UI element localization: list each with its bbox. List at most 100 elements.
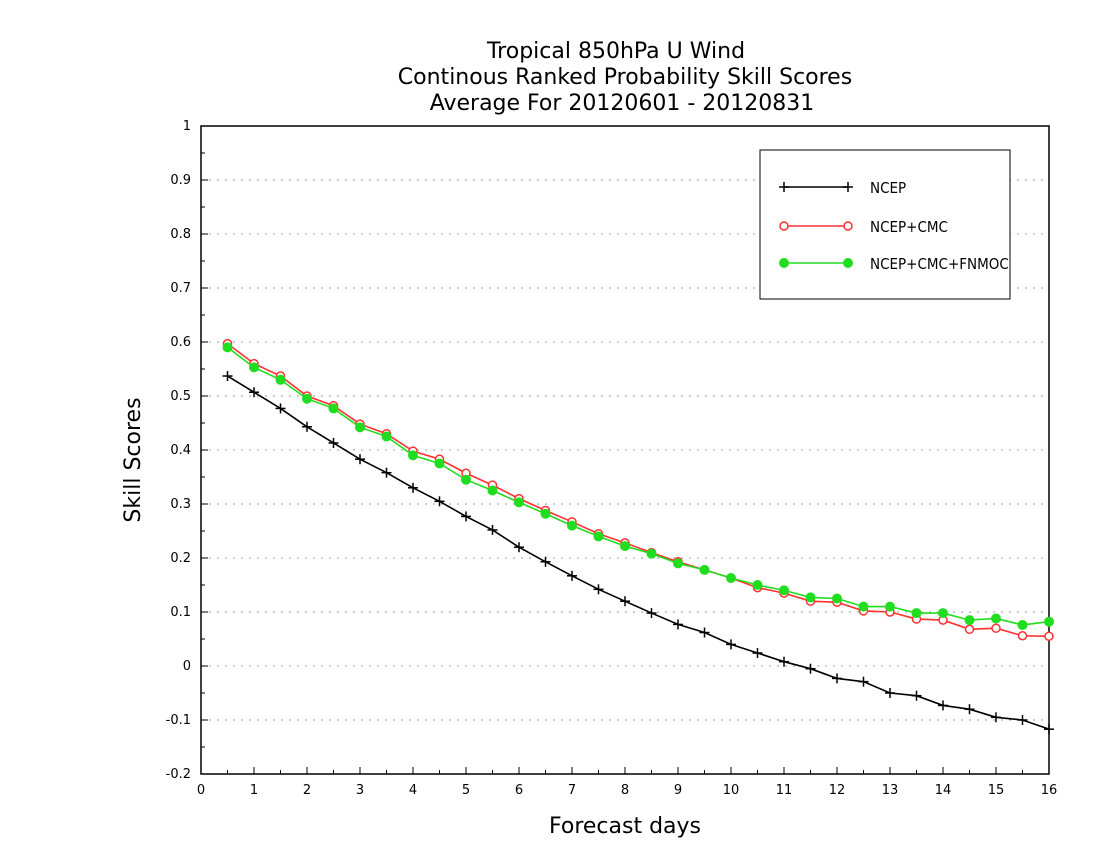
data-point-ncep <box>726 639 736 650</box>
data-point-ncep-cmc-fnmoc <box>381 431 392 442</box>
series-line-ncep-cmc <box>227 342 1050 638</box>
data-point-ncep <box>540 556 551 567</box>
data-point-ncep-cmc-fnmoc <box>673 558 683 569</box>
data-point-ncep-cmc-fnmoc <box>726 572 736 583</box>
chart-title-line-2: Continous Ranked Probability Skill Score… <box>398 65 852 90</box>
data-point-ncep-cmc-fnmoc <box>408 450 418 461</box>
data-point-ncep <box>567 570 577 581</box>
x-tick-label: 3 <box>356 783 364 798</box>
data-point-ncep <box>1017 715 1028 725</box>
x-tick-label: 8 <box>621 783 629 798</box>
data-point-ncep <box>938 700 948 711</box>
legend-item-ncep-cmc: NCEP+CMC <box>779 218 948 236</box>
data-point-ncep-cmc-fnmoc <box>434 458 445 469</box>
data-point-ncep <box>381 467 392 478</box>
data-point-ncep-cmc-fnmoc <box>593 531 604 542</box>
y-tick-label: 0.5 <box>170 389 191 404</box>
data-point-ncep <box>991 712 1001 723</box>
legend-label: NCEP+CMC <box>870 218 948 236</box>
legend-label: NCEP <box>870 179 906 197</box>
data-point-ncep-cmc-fnmoc <box>275 374 286 385</box>
data-point-ncep <box>487 524 498 535</box>
data-point-ncep <box>885 688 895 698</box>
x-tick-label: 5 <box>462 783 470 798</box>
y-tick-label: 0 <box>183 659 191 674</box>
data-point-ncep <box>964 704 975 715</box>
legend-marker <box>843 182 853 192</box>
data-point-ncep <box>805 663 816 674</box>
data-point-ncep-cmc <box>964 624 975 635</box>
chart-title: Tropical 850hPa U Wind Continous Ranked … <box>398 39 852 116</box>
x-tick-label: 15 <box>988 783 1005 798</box>
data-point-ncep-cmc-fnmoc <box>514 497 524 508</box>
series-ncep-cmc <box>222 338 1054 642</box>
data-point-ncep <box>434 496 445 507</box>
y-axis-title: Skill Scores <box>121 397 146 522</box>
legend-marker <box>779 182 789 192</box>
data-point-ncep <box>408 482 418 493</box>
y-tick-label: 0.1 <box>170 605 191 620</box>
data-point-ncep-cmc-fnmoc <box>461 474 471 485</box>
y-tick-label: 0.4 <box>170 443 191 458</box>
data-point-ncep <box>222 371 233 382</box>
data-point-ncep-cmc <box>991 623 1001 633</box>
legend: NCEP NCEP+CMC NCEP+CMC+FNMOC <box>759 149 1011 300</box>
data-point-ncep-cmc <box>1017 631 1028 641</box>
legend-item-ncep: NCEP <box>779 179 906 197</box>
y-tick-label: 1 <box>183 119 191 134</box>
data-point-ncep <box>302 421 312 432</box>
x-tick-label: 13 <box>882 783 899 798</box>
data-point-ncep <box>911 690 922 701</box>
data-point-ncep-cmc-fnmoc <box>991 613 1001 624</box>
x-axis: 0 1 2 3 4 5 6 7 8 9 10 11 12 13 14 15 16 <box>197 767 1057 798</box>
data-point-ncep-cmc-fnmoc <box>540 508 551 519</box>
data-point-ncep <box>249 387 259 398</box>
data-point-ncep <box>699 627 710 638</box>
y-tick-label: -0.2 <box>166 767 191 782</box>
legend-marker <box>843 221 853 231</box>
data-point-ncep-cmc-fnmoc <box>938 608 948 619</box>
x-tick-label: 10 <box>723 783 740 798</box>
y-tick-label: 0.7 <box>170 281 191 296</box>
x-tick-label: 0 <box>197 783 205 798</box>
data-point-ncep <box>779 656 789 667</box>
data-point-ncep <box>752 648 763 659</box>
series-ncep-cmc-fnmoc <box>222 342 1054 630</box>
data-point-ncep-cmc-fnmoc <box>805 592 816 603</box>
data-point-ncep-cmc-fnmoc <box>964 615 975 626</box>
data-point-ncep <box>355 454 365 465</box>
data-point-ncep <box>328 437 339 448</box>
data-point-ncep-cmc-fnmoc <box>302 393 312 404</box>
data-point-ncep-cmc-fnmoc <box>222 342 233 353</box>
legend-marker <box>779 221 789 231</box>
data-point-ncep-cmc-fnmoc <box>355 422 365 433</box>
data-point-ncep-cmc-fnmoc <box>1017 619 1028 630</box>
data-point-ncep-cmc-fnmoc <box>779 585 789 596</box>
gridlines <box>201 179 1049 721</box>
data-point-ncep-cmc-fnmoc <box>752 580 763 590</box>
legend-marker <box>779 258 789 268</box>
x-tick-label: 7 <box>568 783 576 798</box>
data-point-ncep-cmc-fnmoc <box>1044 616 1054 627</box>
data-point-ncep <box>673 619 683 630</box>
data-point-ncep-cmc-fnmoc <box>646 548 657 559</box>
y-tick-label: 0.2 <box>170 551 191 566</box>
x-tick-label: 1 <box>250 783 258 798</box>
data-point-ncep <box>514 542 524 553</box>
data-point-ncep-cmc-fnmoc <box>885 601 895 612</box>
y-tick-label: 0.9 <box>170 173 191 188</box>
legend-item-ncep-cmc-fnmoc: NCEP+CMC+FNMOC <box>779 255 1009 273</box>
legend-label: NCEP+CMC+FNMOC <box>870 255 1009 273</box>
x-tick-label: 12 <box>829 783 846 798</box>
x-tick-label: 4 <box>409 783 417 798</box>
legend-box <box>759 149 1011 300</box>
data-point-ncep-cmc-fnmoc <box>487 485 498 496</box>
x-tick-label: 11 <box>776 783 793 798</box>
data-point-ncep-cmc-fnmoc <box>567 520 577 531</box>
x-axis-title: Forecast days <box>549 814 701 839</box>
series-ncep <box>222 371 1054 735</box>
data-point-ncep <box>275 403 286 414</box>
x-tick-label: 16 <box>1041 783 1058 798</box>
data-point-ncep <box>461 511 471 522</box>
